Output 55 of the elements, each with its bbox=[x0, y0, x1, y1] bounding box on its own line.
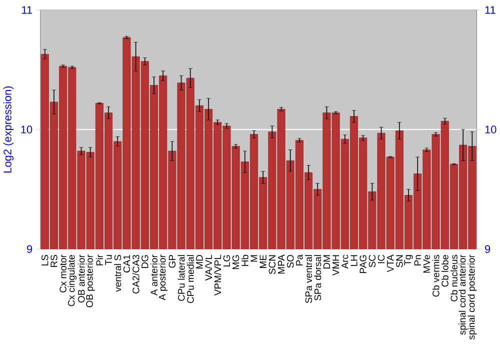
x-tick-label: SO bbox=[287, 255, 294, 268]
y2-tick-label: 11 bbox=[485, 6, 496, 14]
x-tick-label: SCN bbox=[268, 255, 276, 274]
x-tick-label: MVe bbox=[423, 255, 430, 273]
y2-tick-label: 9 bbox=[485, 245, 490, 254]
x-tick-label: A posterior bbox=[158, 254, 168, 300]
x-tick-label: Cx motor bbox=[60, 254, 66, 293]
x-tick-label: CPu medial bbox=[186, 255, 194, 304]
x-tick-label: spinal cord anterior bbox=[458, 254, 468, 335]
x-tick-label: VPM/VPL bbox=[214, 254, 222, 296]
x-tick-label: VA/VL bbox=[205, 254, 212, 281]
x-tick-label: Cb lobe bbox=[441, 255, 448, 287]
x-tick-label: GP bbox=[168, 255, 176, 268]
x-tick-label: MD bbox=[196, 255, 203, 269]
x-tick-label: Cx cingulate bbox=[68, 255, 77, 306]
x-tick-label: M bbox=[250, 255, 258, 262]
x-tick-label: SPa ventral bbox=[305, 255, 312, 304]
x-tick-label: Pir bbox=[96, 254, 103, 266]
x-tick-label: LS bbox=[42, 255, 48, 266]
x-tick-label: ME bbox=[260, 255, 266, 268]
x-tick-label: CA1 bbox=[123, 255, 130, 273]
y-tick-label: 9 bbox=[26, 245, 32, 254]
x-tick-label: DG bbox=[142, 255, 148, 268]
x-tick-label: MPA bbox=[278, 254, 285, 274]
x-tick-label: SPa dorsal bbox=[314, 255, 322, 301]
x-tick-label: IC bbox=[378, 255, 385, 264]
x-tick-label: VMH bbox=[332, 255, 340, 276]
x-tick-label: LG bbox=[223, 255, 230, 267]
x-tick-label: Cb nucleus bbox=[450, 255, 458, 302]
x-tick-label: PAG bbox=[360, 255, 366, 274]
x-tick-label: VTA bbox=[387, 254, 394, 272]
x-tick-label: Hb bbox=[241, 255, 248, 266]
x-tick-label: MG bbox=[232, 255, 240, 270]
x-tick-label: Pa bbox=[296, 254, 303, 266]
y-axis-title: Log2 (expression) bbox=[3, 86, 14, 173]
x-tick-label: CPu lateral bbox=[178, 255, 185, 301]
x-tick-label: DM bbox=[323, 255, 330, 269]
x-tick-label: RS bbox=[50, 255, 58, 268]
x-tick-label: Cb vermis bbox=[432, 255, 440, 297]
x-tick-label: Tg bbox=[404, 255, 413, 266]
x-tick-label: ventral S bbox=[114, 255, 122, 292]
y2-tick-label: 10 bbox=[485, 126, 496, 134]
x-tick-label: OB posterior bbox=[86, 254, 95, 308]
y-tick-label: 11 bbox=[22, 6, 32, 14]
x-tick-label: LH bbox=[350, 255, 358, 266]
y-tick-label: 10 bbox=[21, 126, 32, 134]
x-tick-label: Arc bbox=[342, 254, 348, 269]
x-tick-label: Pn bbox=[414, 255, 421, 266]
x-tick-label: A anterior bbox=[150, 254, 158, 296]
x-tick-label: CA2/CA3 bbox=[132, 255, 140, 294]
x-tick-label: SC bbox=[368, 255, 376, 268]
x-tick-label: SN bbox=[396, 255, 403, 268]
x-tick-label: Tu bbox=[105, 255, 112, 266]
x-tick-label: spinal cord posterior bbox=[468, 254, 477, 340]
x-tick-label: OB anterior bbox=[78, 254, 85, 303]
